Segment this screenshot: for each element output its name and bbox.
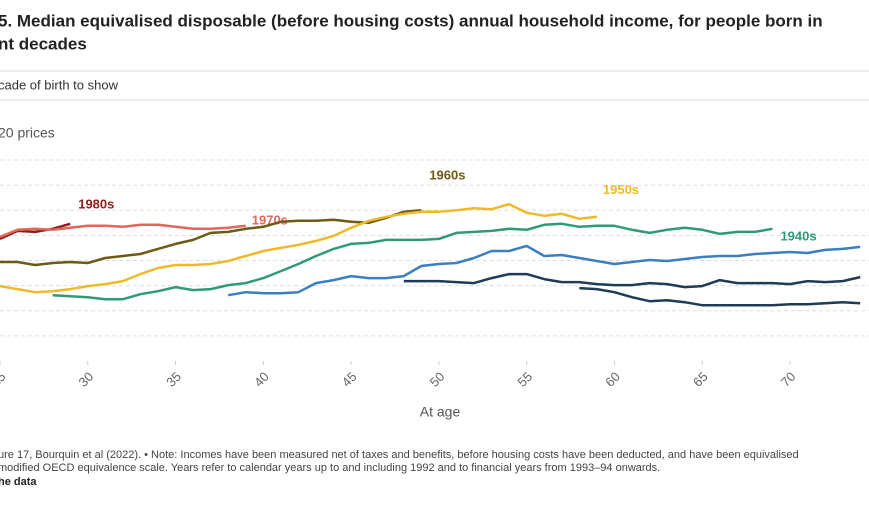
chart-title: nt decades — [0, 34, 87, 53]
dropdown-label[interactable]: cade of birth to show — [0, 77, 119, 92]
series-line — [0, 202, 598, 294]
x-axis-title: At age — [420, 404, 461, 420]
x-tick-label: 30 — [75, 369, 96, 390]
series-label: 1940s — [780, 228, 816, 243]
series-label: 1980s — [78, 196, 114, 211]
series-line — [227, 244, 861, 297]
series-label: 1960s — [429, 168, 465, 183]
x-tick-label: 35 — [163, 369, 184, 390]
note: modified OECD equivalence scale. Years r… — [0, 462, 660, 474]
series-line — [403, 272, 861, 289]
note: ure 17, Bourquin et al (2022). • Note: I… — [0, 449, 799, 461]
x-tick-label: 45 — [339, 369, 360, 390]
x-tick-label: 55 — [514, 369, 535, 390]
series-line — [0, 209, 422, 267]
series-line — [52, 222, 773, 301]
x-tick-label: 50 — [427, 369, 448, 390]
x-tick-label: 60 — [602, 369, 623, 390]
x-tick-label: 40 — [251, 369, 272, 390]
series-line — [0, 222, 71, 241]
x-tick-label: 65 — [690, 369, 711, 390]
series-line — [579, 286, 861, 307]
series-line — [0, 223, 246, 239]
series-label: 1950s — [603, 182, 639, 197]
x-tick-label: 25 — [0, 369, 9, 390]
y-unit-label: 20 prices — [0, 125, 55, 141]
x-tick-label: 70 — [778, 369, 799, 390]
data-link[interactable]: he data — [0, 476, 37, 488]
chart-title: 5. Median equivalised disposable (before… — [0, 11, 823, 30]
